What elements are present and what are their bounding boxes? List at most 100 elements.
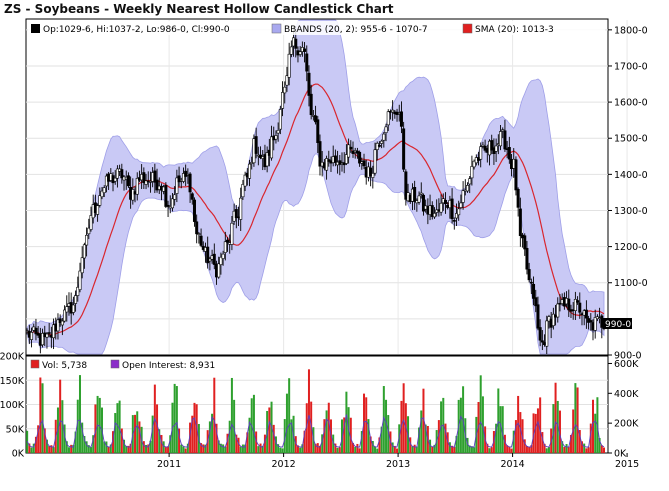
candle-body [309, 93, 313, 116]
volume-bar [230, 377, 233, 453]
volume-bar [193, 402, 196, 453]
volume-bar [263, 434, 266, 453]
candle-body [333, 155, 337, 163]
volume-bar [415, 446, 418, 453]
volume-bar [495, 423, 498, 453]
candle-body [351, 150, 355, 154]
candle-body [285, 75, 289, 86]
volume-bar [45, 439, 48, 453]
candle-body [576, 300, 580, 303]
volume-bar [87, 445, 90, 453]
candle-body [527, 269, 531, 281]
volume-tick-label: 200K [0, 352, 25, 363]
volume-bar [600, 445, 603, 453]
candle-body [578, 302, 582, 313]
volume-bar [191, 415, 194, 453]
volume-bar [587, 447, 590, 453]
volume-bar [479, 375, 482, 453]
volume-tick-label: 150K [0, 376, 25, 387]
candle-body [164, 184, 168, 207]
volume-bar [296, 445, 299, 453]
candle-body [135, 177, 139, 195]
candle-body [567, 298, 571, 311]
volume-bar [358, 448, 361, 453]
candle-body [318, 141, 322, 167]
vol-legend-text: Vol: 5,738 [42, 361, 87, 371]
x-axis: 2011 2012 2013 2014 2015 [157, 453, 639, 470]
volume-bar [189, 422, 192, 453]
candle-body [226, 239, 230, 243]
volume-bar [314, 443, 317, 453]
candle-body [325, 158, 329, 171]
bbands-legend-text: BBANDS (20, 2): 955-6 - 1070-7 [284, 25, 428, 35]
candle-body [78, 270, 82, 290]
volume-bar [603, 447, 606, 453]
volume-bar [61, 400, 64, 453]
candle-body [281, 92, 285, 109]
candle-body [507, 147, 511, 160]
volume-bar [508, 446, 511, 453]
volume-bar [290, 419, 293, 453]
candle-body [358, 151, 362, 164]
oi-swatch [110, 359, 120, 369]
candle-body [402, 128, 406, 170]
candle-body [377, 145, 381, 147]
price-tick-label: 1700-0 [614, 61, 648, 72]
volume-bar [567, 446, 570, 453]
candle-body [391, 109, 395, 113]
candle-body [74, 295, 78, 304]
candle-body [518, 208, 522, 236]
candlesticks [25, 27, 606, 354]
candle-body [192, 199, 196, 222]
volume-bar [283, 419, 286, 453]
volume-bar [85, 441, 88, 453]
volume-bar [134, 414, 137, 453]
candle-body [307, 72, 311, 96]
volume-bar [378, 437, 381, 453]
candle-body [278, 109, 282, 130]
volume-bar [257, 446, 260, 453]
candle-body [536, 304, 540, 329]
candle-body [479, 146, 483, 160]
volume-bar [215, 423, 218, 453]
volume-bar [497, 388, 500, 453]
candle-body [369, 167, 373, 177]
candle-body [540, 340, 544, 343]
candle-body [413, 187, 417, 202]
candle-body [265, 152, 269, 167]
candle-body [47, 332, 51, 334]
candle-body [593, 317, 597, 331]
candle-body [115, 168, 119, 179]
candle-body [96, 205, 100, 215]
volume-bar [536, 408, 539, 453]
volume-bar [594, 413, 597, 453]
volume-bar [127, 445, 130, 453]
volume-bar [219, 443, 222, 453]
volume-bar [252, 394, 255, 453]
candle-body [274, 135, 278, 140]
candle-body [419, 192, 423, 195]
candle-body [380, 140, 384, 144]
candle-body [490, 140, 494, 151]
ohlc-swatch [31, 24, 40, 33]
candle-body [223, 241, 227, 253]
volume-bar [563, 446, 566, 453]
candle-body [98, 195, 102, 206]
volume-bar [228, 420, 231, 453]
volume-bar [158, 429, 161, 453]
volume-bar [349, 417, 352, 453]
volume-bar [429, 439, 432, 453]
candle-body [545, 320, 549, 347]
volume-bar [123, 439, 126, 453]
volume-bar [413, 444, 416, 453]
volume-bar [391, 442, 394, 453]
volume-bar [541, 432, 544, 453]
volume-bar [598, 437, 601, 453]
candle-body [450, 198, 454, 220]
volume-bar [556, 400, 559, 453]
volume-bar [70, 444, 73, 453]
candle-body [589, 320, 593, 323]
oi-tick-label: 200K [614, 419, 639, 430]
volume-bar [547, 447, 550, 453]
candle-body [221, 253, 225, 259]
